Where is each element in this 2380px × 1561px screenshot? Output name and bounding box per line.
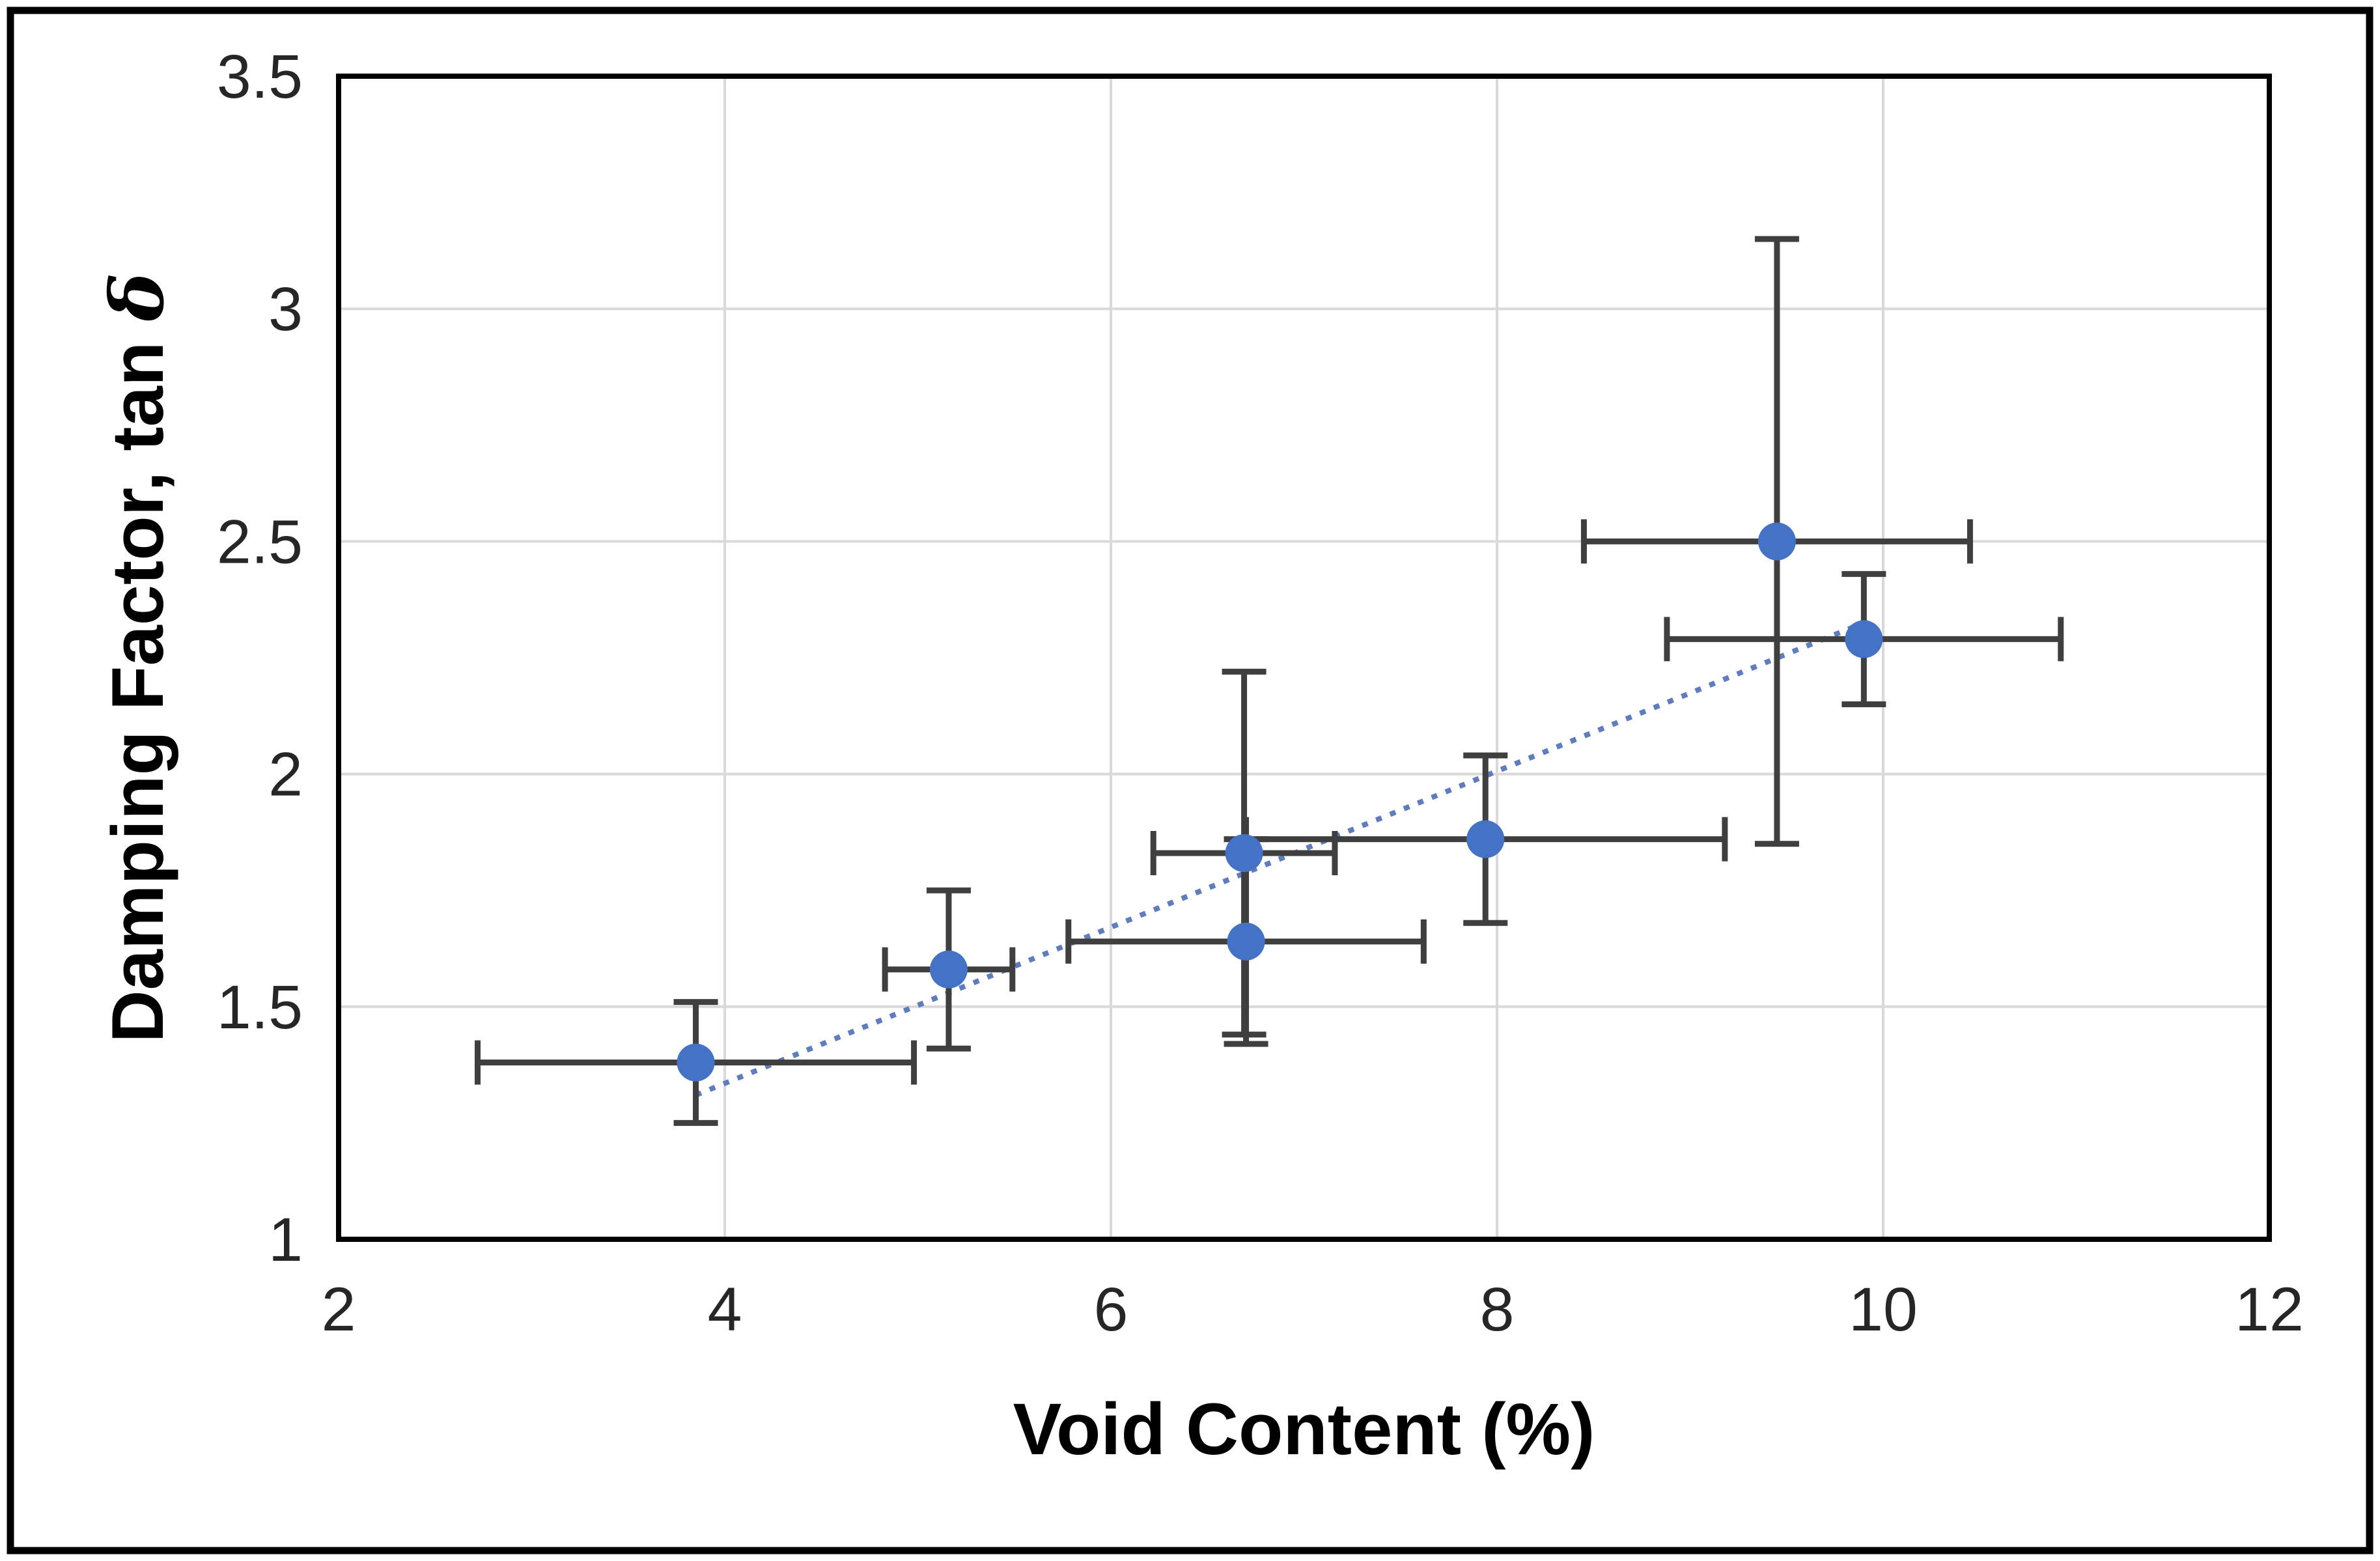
delta-symbol: δ	[95, 273, 180, 322]
data-point	[1225, 834, 1263, 873]
plot-frame	[336, 74, 2272, 1242]
data-point	[1757, 522, 1796, 561]
x-tick-label: 12	[2235, 1275, 2304, 1344]
x-tick-label: 8	[1480, 1275, 1515, 1344]
y-axis-title: Damping Factor, tan δ	[95, 273, 180, 1043]
x-tick-label: 2	[322, 1275, 356, 1344]
y-tick-label: 1	[268, 1205, 303, 1274]
data-point	[1466, 820, 1505, 858]
data-point	[1845, 620, 1883, 658]
data-point	[929, 950, 968, 989]
x-tick-label: 4	[708, 1275, 742, 1344]
figure-border	[7, 7, 2373, 1554]
x-axis-title: Void Content (%)	[1013, 1388, 1595, 1470]
y-tick-label: 3	[268, 275, 303, 344]
y-tick-label: 2.5	[217, 507, 303, 576]
trendline	[695, 618, 1871, 1098]
data-point	[1227, 922, 1265, 961]
data-point	[677, 1043, 715, 1082]
y-tick-label: 2	[268, 740, 303, 809]
y-tick-label: 3.5	[217, 42, 303, 111]
y-tick-label: 1.5	[217, 973, 303, 1042]
x-tick-label: 10	[1849, 1275, 1918, 1344]
x-tick-label: 6	[1094, 1275, 1128, 1344]
